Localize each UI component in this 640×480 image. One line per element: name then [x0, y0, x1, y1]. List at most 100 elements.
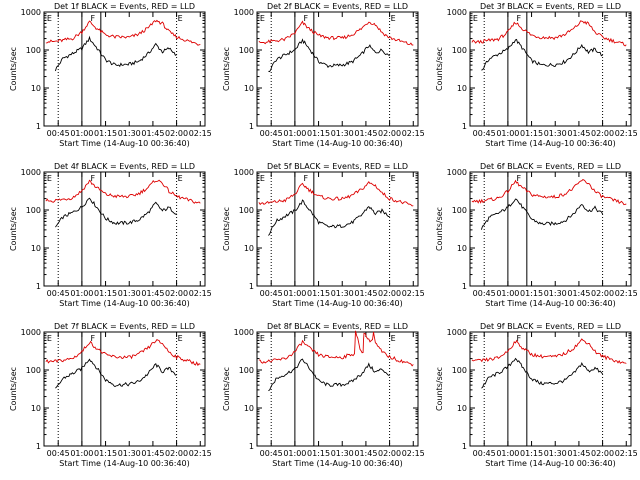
events-series-line	[55, 358, 177, 389]
segment-marker-label: E	[47, 334, 52, 343]
x-tick-label: 01:30	[331, 129, 354, 138]
y-tick-label: 1000	[234, 8, 254, 17]
y-tick-label: 10	[457, 404, 467, 413]
x-tick-label: 01:30	[544, 129, 567, 138]
chart-title: Det 5f BLACK = Events, RED = LLD	[267, 162, 408, 171]
x-tick-label: 01:15	[94, 129, 117, 138]
x-axis-label: Start Time (14-Aug-10 00:36:40)	[59, 459, 190, 468]
x-tick-label: 01:15	[307, 129, 330, 138]
y-tick-label: 10	[457, 244, 467, 253]
x-tick-label: 02:15	[615, 129, 638, 138]
chart-title: Det 8f BLACK = Events, RED = LLD	[267, 322, 408, 331]
y-axis-label: Counts/sec	[435, 367, 444, 411]
y-tick-label: 1	[462, 442, 467, 451]
events-series-line	[268, 358, 390, 392]
y-tick-label: 100	[452, 46, 467, 55]
x-tick-label: 00:45	[473, 129, 496, 138]
chart-title: Det 9f BLACK = Events, RED = LLD	[480, 322, 621, 331]
y-tick-label: 1	[249, 122, 254, 131]
x-tick-label: 01:45	[141, 449, 164, 458]
plot-frame	[469, 171, 632, 287]
x-axis-label: Start Time (14-Aug-10 00:36:40)	[272, 139, 403, 148]
lld-series-line	[471, 20, 627, 47]
x-tick-label: 00:45	[260, 289, 283, 298]
x-tick-label: 02:15	[189, 289, 212, 298]
lld-series-line	[258, 330, 414, 367]
x-tick-label: 01:00	[496, 449, 519, 458]
segment-marker-label: E	[391, 174, 396, 183]
x-tick-label: 01:45	[354, 129, 377, 138]
segment-marker-label: E	[473, 334, 478, 343]
chart-panel: Det 8f BLACK = Events, RED = LLD 1 10 100 10…	[213, 320, 426, 480]
segment-marker-label: E	[604, 14, 609, 23]
x-tick-label: 01:45	[567, 289, 590, 298]
x-tick-label: 01:30	[331, 289, 354, 298]
x-tick-label: 01:30	[544, 289, 567, 298]
y-tick-label: 10	[244, 244, 254, 253]
plot-frame	[43, 331, 206, 447]
plot-frame	[43, 11, 206, 127]
chart-svg: Det 1f BLACK = Events, RED = LLD 1 10 100 10…	[9, 2, 212, 148]
events-series-line	[268, 38, 390, 73]
y-tick-label: 1	[462, 122, 467, 131]
chart-panel: Det 9f BLACK = Events, RED = LLD 1 10 100 10…	[426, 320, 639, 480]
segment-marker-label: E	[47, 14, 52, 23]
x-axis-label: Start Time (14-Aug-10 00:36:40)	[59, 299, 190, 308]
y-axis-label: Counts/sec	[9, 207, 18, 251]
x-tick-label: 02:00	[165, 129, 188, 138]
x-tick-label: 01:15	[520, 129, 543, 138]
lld-series-line	[471, 178, 627, 206]
x-tick-label: 02:15	[615, 449, 638, 458]
x-tick-label: 01:00	[70, 289, 93, 298]
y-tick-label: 100	[239, 366, 254, 375]
x-axis-label: Start Time (14-Aug-10 00:36:40)	[485, 139, 616, 148]
x-tick-label: 01:30	[544, 449, 567, 458]
y-tick-label: 1000	[21, 168, 41, 177]
events-series-line	[481, 357, 603, 389]
x-tick-label: 01:00	[283, 449, 306, 458]
x-tick-label: 00:45	[47, 129, 70, 138]
x-tick-label: 01:45	[354, 449, 377, 458]
x-axis-label: Start Time (14-Aug-10 00:36:40)	[272, 459, 403, 468]
plot-frame	[43, 171, 206, 287]
x-tick-label: 00:45	[473, 289, 496, 298]
y-tick-label: 1000	[234, 328, 254, 337]
x-tick-label: 02:15	[402, 449, 425, 458]
chart-title: Det 6f BLACK = Events, RED = LLD	[480, 162, 621, 171]
x-tick-label: 02:15	[402, 129, 425, 138]
y-tick-label: 1000	[447, 168, 467, 177]
x-tick-label: 02:00	[591, 129, 614, 138]
x-tick-label: 02:00	[378, 129, 401, 138]
segment-marker-label: E	[391, 334, 396, 343]
x-tick-label: 00:45	[260, 129, 283, 138]
y-tick-label: 1000	[447, 328, 467, 337]
segment-marker-label: E	[473, 174, 478, 183]
x-axis-label: Start Time (14-Aug-10 00:36:40)	[485, 459, 616, 468]
x-tick-label: 01:45	[141, 129, 164, 138]
x-tick-label: 01:00	[283, 289, 306, 298]
y-tick-label: 10	[244, 84, 254, 93]
chart-panel: Det 4f BLACK = Events, RED = LLD 1 10 100 10…	[0, 160, 213, 320]
y-tick-label: 10	[31, 404, 41, 413]
x-tick-label: 01:45	[567, 129, 590, 138]
y-tick-label: 1000	[21, 8, 41, 17]
x-tick-label: 01:15	[307, 289, 330, 298]
events-series-line	[481, 38, 603, 71]
x-tick-label: 00:45	[47, 289, 70, 298]
x-tick-label: 00:45	[473, 449, 496, 458]
segment-marker-label: F	[90, 334, 95, 343]
y-tick-label: 1	[36, 122, 41, 131]
chart-panel: Det 3f BLACK = Events, RED = LLD 1 10 100 10…	[426, 0, 639, 160]
events-series-line	[54, 35, 177, 72]
x-tick-label: 01:15	[94, 289, 117, 298]
y-tick-label: 1	[249, 442, 254, 451]
x-tick-label: 01:45	[354, 289, 377, 298]
segment-marker-label: F	[516, 174, 521, 183]
x-axis-label: Start Time (14-Aug-10 00:36:40)	[272, 299, 403, 308]
x-tick-label: 01:15	[520, 289, 543, 298]
chart-panel: Det 7f BLACK = Events, RED = LLD 1 10 100 10…	[0, 320, 213, 480]
segment-marker-label: F	[90, 14, 95, 23]
y-tick-label: 100	[452, 206, 467, 215]
segment-marker-label: F	[303, 334, 308, 343]
x-tick-label: 02:00	[165, 449, 188, 458]
